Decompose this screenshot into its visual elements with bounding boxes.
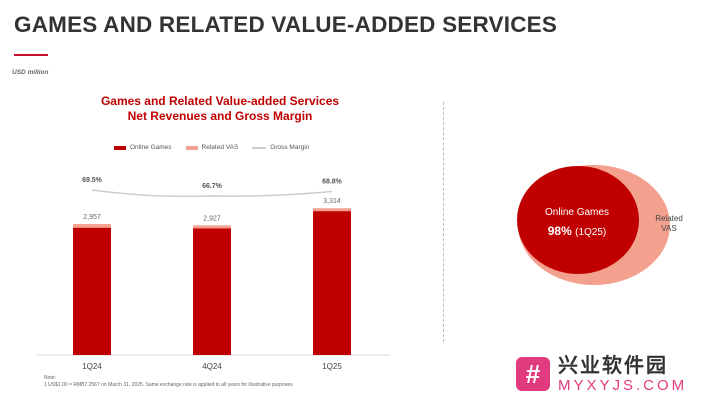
- pie-main-label: Online Games: [545, 207, 609, 218]
- legend-label-gross-margin: Gross Margin: [270, 144, 310, 151]
- legend-swatch-online-games: [114, 145, 126, 150]
- watermark-cn: 兴业软件园: [558, 355, 668, 377]
- gross-margin-line: [91, 189, 333, 198]
- gross-margin-label: 66.7%: [202, 183, 223, 190]
- units-label: USD million: [12, 69, 49, 76]
- watermark-logo: # 兴业软件园 MYXYJS.COM: [516, 354, 687, 394]
- footnote: Note: 1 US$1.00 = RMB7.2567 on March 31,…: [44, 375, 293, 389]
- footnote-text: 1 US$1.00 = RMB7.2567 on March 31, 2025.…: [44, 382, 293, 388]
- gross-margin-label: 68.8%: [322, 179, 343, 186]
- legend-item-gross-margin: Gross Margin: [252, 144, 309, 151]
- bar-related-vas-4q24: [193, 225, 231, 229]
- pie-secondary-line1: Related: [655, 214, 683, 223]
- chart-title-line2: Net Revenues and Gross Margin: [127, 109, 313, 123]
- chart-title-line1: Games and Related Value-added Services: [100, 94, 340, 108]
- x-tick-label: 1Q24: [82, 362, 102, 371]
- bar-total-label: 2,957: [83, 214, 101, 221]
- legend-label-online-games: Online Games: [130, 144, 172, 151]
- chart-title: Games and Related Value-added Services N…: [60, 94, 380, 124]
- bar-online-games-1q24: [73, 227, 111, 355]
- bar-related-vas-1q24: [73, 224, 111, 228]
- bar-online-games-1q25: [313, 211, 351, 355]
- hash-icon: #: [516, 357, 550, 391]
- chart-legend: Online Games Related VAS Gross Margin: [114, 144, 309, 151]
- pie-main-sub: (1Q25): [575, 227, 607, 238]
- legend-label-related-vas: Related VAS: [201, 144, 239, 151]
- legend-item-related-vas: Related VAS: [185, 144, 239, 151]
- page-title: GAMES AND RELATED VALUE-ADDED SERVICES: [14, 12, 558, 37]
- gross-margin-label: 69.5%: [82, 177, 103, 184]
- section-divider: [443, 102, 444, 342]
- watermark-en: MYXYJS.COM: [558, 377, 688, 394]
- pie-secondary-label: Related VAS: [644, 214, 694, 234]
- pie-secondary-line2: VAS: [661, 224, 677, 233]
- pie-slice-online-games: [517, 166, 639, 274]
- bar-total-label: 2,927: [203, 215, 221, 222]
- legend-item-online-games: Online Games: [114, 144, 172, 151]
- x-tick-label: 4Q24: [202, 362, 222, 371]
- bar-related-vas-1q25: [313, 208, 351, 212]
- pie-main-value: 98%: [547, 224, 572, 238]
- footnote-heading: Note:: [44, 375, 56, 381]
- bar-total-label: 3,314: [323, 198, 341, 205]
- legend-swatch-related-vas: [185, 145, 198, 150]
- pie-main-value-wrap: 98% (1Q25): [532, 224, 622, 238]
- title-underline: [14, 54, 48, 56]
- bar-online-games-4q24: [193, 228, 231, 355]
- legend-swatch-gross-margin: [252, 146, 267, 149]
- x-tick-label: 1Q25: [322, 362, 342, 371]
- watermark-text: 兴业软件园 MYXYJS.COM: [558, 354, 687, 394]
